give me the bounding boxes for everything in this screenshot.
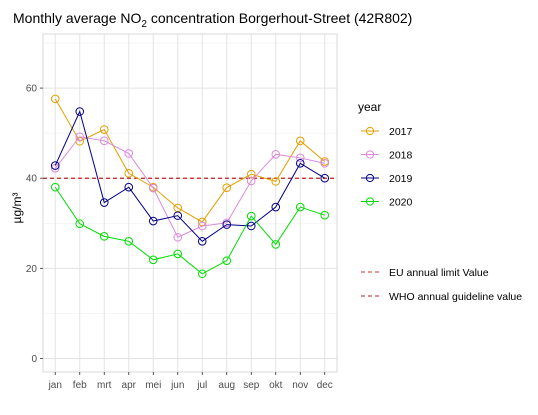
y-tick-label: 0 [31,354,37,365]
legend: year 2017 2018 2019 2020 EU annual limit Valu… [358,100,522,303]
data-point [295,159,305,168]
chart-title: Monthly average NO2 concentration Borger… [13,10,412,30]
data-point [124,182,134,192]
legend-label: EU annual limit Value [389,267,489,279]
data-point [271,177,281,186]
data-point [320,159,330,168]
data-point [148,255,158,265]
series-line [54,186,325,275]
data-point [148,216,158,226]
data-point [50,161,60,170]
data-point [197,221,207,231]
plot-panel [43,34,337,372]
legend-key-marker [365,150,375,159]
data-point [50,94,60,104]
data-point [99,232,109,241]
legend-key-marker [365,197,375,206]
data-point [75,219,85,229]
data-point [99,125,109,134]
series-2019 [50,107,330,246]
legend-item-reference: EU annual limit Value [361,267,489,279]
legend-label: 2018 [389,149,413,161]
data-point [320,173,330,183]
chart-title-prefix: Monthly average NO [13,10,142,26]
series-line [54,98,326,223]
x-tick-label: jan [48,380,62,391]
chart-title-subscript: 2 [141,19,147,30]
x-tick-label: jul [196,380,207,391]
data-point [246,169,256,179]
legend-label: 2020 [389,196,413,208]
data-point [246,211,256,221]
legend-label: WHO annual guideline value [389,291,522,303]
x-tick-label: aug [218,380,235,391]
x-tick-label: feb [73,380,87,391]
data-point [197,237,207,246]
legend-title: year [358,100,381,114]
data-point [295,202,305,212]
legend-label: 2017 [389,126,413,138]
data-point [124,168,134,178]
series-2018 [50,132,330,242]
y-tick-label: 60 [26,84,38,95]
data-point [124,237,134,246]
y-tick-label: 20 [26,264,38,275]
legend-item-2020: 2020 [361,196,413,208]
gridlines [42,33,338,373]
data-point [99,198,109,207]
x-tick-label: mei [145,380,161,391]
plot-border [42,33,338,373]
data-point [75,107,85,116]
data-point [222,256,232,265]
data-point [271,240,281,249]
data-point [173,211,183,220]
x-tick-label: apr [122,380,137,391]
axes: 0 20 40 60 jan feb mrt apr mei jun jul aug sep okt nov… [26,84,333,391]
data-point [246,176,256,186]
data-point [50,182,60,192]
legend-item-reference: WHO annual guideline value [361,291,522,303]
series-lines [50,94,330,279]
legend-label: 2019 [389,173,413,185]
y-axis-title: µg/m³ [10,193,24,224]
data-point [295,136,305,146]
data-point [271,150,281,159]
legend-item-2019: 2019 [361,173,413,185]
legend-item-2017: 2017 [361,126,413,138]
x-tick-label: okt [269,380,283,391]
series-line [54,110,326,242]
data-point [295,153,305,163]
y-tick-label: 40 [26,174,38,185]
legend-key-marker [365,126,375,136]
chart-title-suffix: concentration Borgerhout-Street (42R802) [147,10,412,26]
x-tick-label: sep [243,380,260,391]
data-point [99,136,109,146]
data-point [124,149,134,158]
data-point [222,183,232,192]
data-point [222,220,232,229]
legend-key-marker [365,173,375,183]
legend-item-2018: 2018 [361,149,413,161]
data-point [246,221,256,231]
x-tick-label: dec [317,380,333,391]
data-point [197,269,207,279]
data-point [271,202,281,212]
x-tick-label: mrt [97,380,112,391]
x-tick-label: jun [170,380,184,391]
data-point [173,249,183,259]
data-point [173,232,183,242]
data-point [75,132,85,142]
data-point [320,210,330,220]
data-point [148,183,158,193]
series-2020 [50,182,330,279]
x-tick-label: nov [292,380,308,391]
